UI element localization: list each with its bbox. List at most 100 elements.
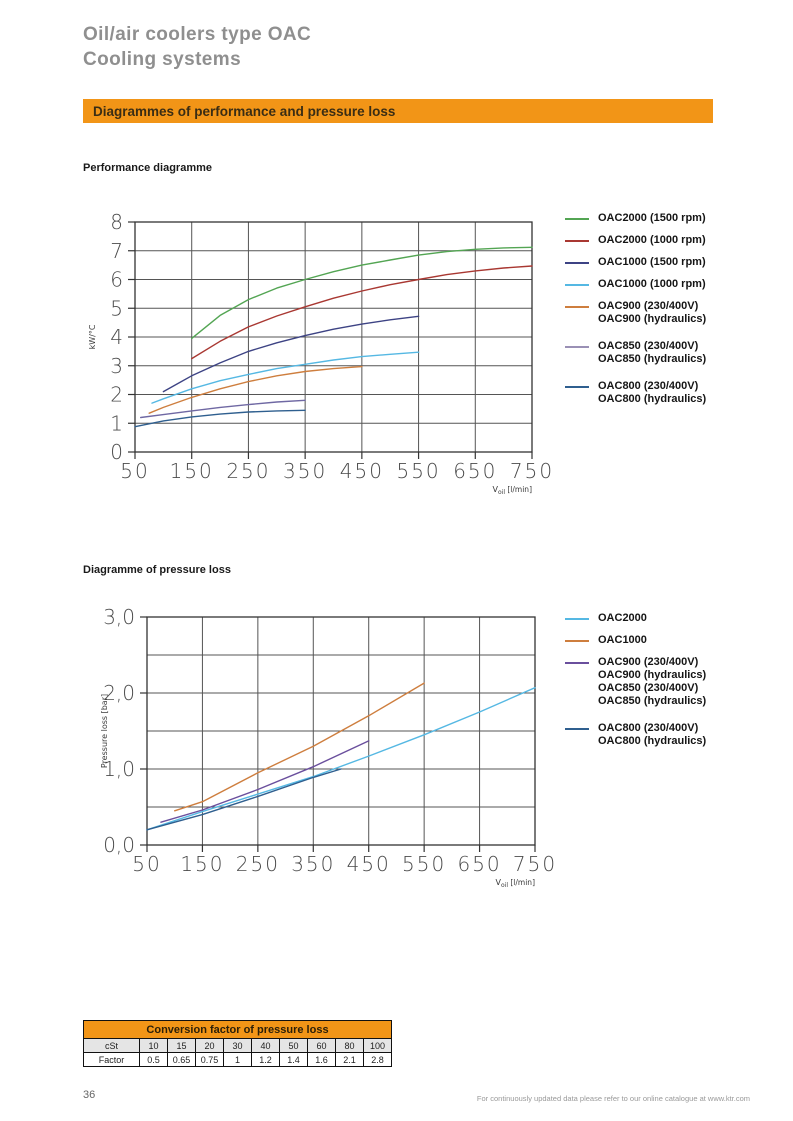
y-tick-label: 1,0 <box>103 757 135 781</box>
table-cell: 20 <box>195 1038 224 1053</box>
legend-label: OAC1000 <box>598 634 647 646</box>
legend-label: OAC850 (230/400V) <box>598 682 699 694</box>
title-line-2: Cooling systems <box>83 49 242 70</box>
x-tick-label: 350 <box>291 852 335 876</box>
curve-oac900-230-400v-oac900-hydraulics <box>148 365 363 414</box>
legend-line-swatch <box>565 284 589 286</box>
legend-label: OAC900 (hydraulics) <box>598 313 707 325</box>
curve-oac2000 <box>146 686 536 831</box>
table-cell: 50 <box>279 1038 308 1053</box>
legend-labels: OAC850 (230/400V) OAC850 (hydraulics) <box>598 340 706 366</box>
legend-label: OAC800 (230/400V) <box>598 722 699 734</box>
conversion-factor-table: Conversion factor of pressure loss cSt 10 1… <box>83 1020 392 1067</box>
curve-oac900-oac850-230-400v-hydraulics <box>160 740 370 823</box>
legend-label: OAC850 (hydraulics) <box>598 353 707 365</box>
table-cell: 10 <box>139 1038 168 1053</box>
table-cell: 1 <box>223 1052 252 1067</box>
curve-oac1000-1500-rpm <box>162 315 420 393</box>
table-cell: 100 <box>363 1038 392 1053</box>
row-label: Factor <box>83 1052 140 1067</box>
legend-labels: OAC900 (230/400V) OAC900 (hydraulics) OAC8… <box>598 656 706 708</box>
y-tick-label: 2 <box>110 383 123 407</box>
performance-diagram-label: Performance diagramme <box>83 162 212 174</box>
y-tick-label: 3,0 <box>103 605 135 629</box>
legend-item-oac1000-1500-rpm: OAC1000 (1500 rpm) <box>565 256 706 269</box>
legend-item-oac1000: OAC1000 <box>565 634 706 647</box>
footer-note: For continuously updated data please ref… <box>476 1094 750 1103</box>
table-cell: 0.65 <box>167 1052 196 1067</box>
curve-oac800-230-400v-hydraulics <box>146 768 342 831</box>
table-cell: 2.1 <box>335 1052 364 1067</box>
pressure-loss-diagram-label: Diagramme of pressure loss <box>83 564 231 576</box>
row-label: cSt <box>83 1038 140 1053</box>
legend-item-oac800-230-400v: OAC800 (230/400V) OAC800 (hydraulics) <box>565 380 706 406</box>
curve-oac1000-1000-rpm <box>151 351 420 404</box>
legend-label: OAC800 (hydraulics) <box>598 393 707 405</box>
y-tick-label: 3 <box>110 354 123 378</box>
legend-label: OAC850 (hydraulics) <box>598 695 707 707</box>
legend-line-swatch <box>565 728 589 730</box>
table-cell: 1.6 <box>307 1052 336 1067</box>
legend-label: OAC2000 (1500 rpm) <box>598 212 706 224</box>
legend-label: OAC1000 (1500 rpm) <box>598 256 706 268</box>
y-tick-label: 1 <box>110 411 123 435</box>
y-tick-label: 7 <box>110 239 123 263</box>
y-axis-label: kW/°C <box>88 324 97 349</box>
performance-chart-legend: OAC2000 (1500 rpm) OAC2000 (1000 rpm) OAC1… <box>565 212 706 420</box>
x-tick-label: 350 <box>283 459 327 483</box>
legend-labels: OAC2000 (1500 rpm) <box>598 212 706 225</box>
legend-line-swatch <box>565 306 589 308</box>
legend-line-swatch <box>565 640 589 642</box>
legend-item-oac2000-1000-rpm: OAC2000 (1000 rpm) <box>565 234 706 247</box>
x-tick-label: 750 <box>513 852 557 876</box>
table-cell: 80 <box>335 1038 364 1053</box>
title-line-1: Oil/air coolers type OAC <box>83 24 312 45</box>
legend-label: OAC850 (230/400V) <box>598 340 699 352</box>
table-cell: 40 <box>251 1038 280 1053</box>
table-cell: 15 <box>167 1038 196 1053</box>
y-axis-label: Pressure loss [bar] <box>100 694 109 768</box>
x-tick-label: 450 <box>347 852 391 876</box>
pressure-loss-chart-legend: OAC2000 OAC1000 OAC900 (230/400V) OAC900 (h… <box>565 612 706 762</box>
curve-oac850-230-400v-oac850-hydraulics <box>139 399 306 419</box>
table-cell: 30 <box>223 1038 252 1053</box>
legend-line-swatch <box>565 662 589 664</box>
legend-labels: OAC800 (230/400V) OAC800 (hydraulics) <box>598 380 706 406</box>
y-tick-label: 0,0 <box>103 833 135 857</box>
legend-label: OAC900 (hydraulics) <box>598 669 707 681</box>
x-tick-label: 650 <box>457 852 501 876</box>
y-tick-label: 2,0 <box>103 681 135 705</box>
legend-labels: OAC900 (230/400V) OAC900 (hydraulics) <box>598 300 706 326</box>
x-tick-label: 550 <box>402 852 446 876</box>
pressure-loss-chart: 50 150 250 350 450 550 650 750 0,0 1,0 2,0 3,0 Voil … <box>100 605 557 889</box>
x-tick-label: 150 <box>180 852 224 876</box>
x-tick-label: 650 <box>453 459 497 483</box>
y-tick-label: 6 <box>110 268 123 292</box>
legend-label: OAC800 (230/400V) <box>598 380 699 392</box>
curve-oac2000-1000-rpm <box>190 265 533 360</box>
legend-line-swatch <box>565 240 589 242</box>
legend-labels: OAC1000 <box>598 634 647 647</box>
legend-label: OAC900 (230/400V) <box>598 656 699 668</box>
y-tick-label: 4 <box>110 325 123 349</box>
page-number: 36 <box>83 1089 96 1101</box>
legend-labels: OAC2000 <box>598 612 647 625</box>
x-tick-label: 450 <box>340 459 384 483</box>
table-title: Conversion factor of pressure loss <box>83 1020 392 1039</box>
x-tick-label: 150 <box>170 459 214 483</box>
table-cell: 1.2 <box>251 1052 280 1067</box>
x-tick-label: 250 <box>226 459 270 483</box>
legend-label: OAC800 (hydraulics) <box>598 735 707 747</box>
section-banner: Diagrammes of performance and pressure l… <box>83 99 713 123</box>
legend-line-swatch <box>565 346 589 348</box>
x-axis-label: Voil [l/min] <box>493 485 533 496</box>
x-axis-label: Voil [l/min] <box>496 878 536 889</box>
x-tick-label: 250 <box>236 852 280 876</box>
x-tick-label: 50 <box>132 852 161 876</box>
table-row-factor: Factor 0.5 0.65 0.75 1 1.2 1.4 1.6 2.1 2.8 <box>83 1052 392 1067</box>
performance-chart: 50 150 250 350 450 550 650 750 0 1 2 3 4 5 6 7 8 Voil [l/… <box>88 210 552 496</box>
curve-oac2000-1500-rpm <box>190 246 533 340</box>
legend-item-oac850-230-400v: OAC850 (230/400V) OAC850 (hydraulics) <box>565 340 706 366</box>
legend-line-swatch <box>565 218 589 220</box>
